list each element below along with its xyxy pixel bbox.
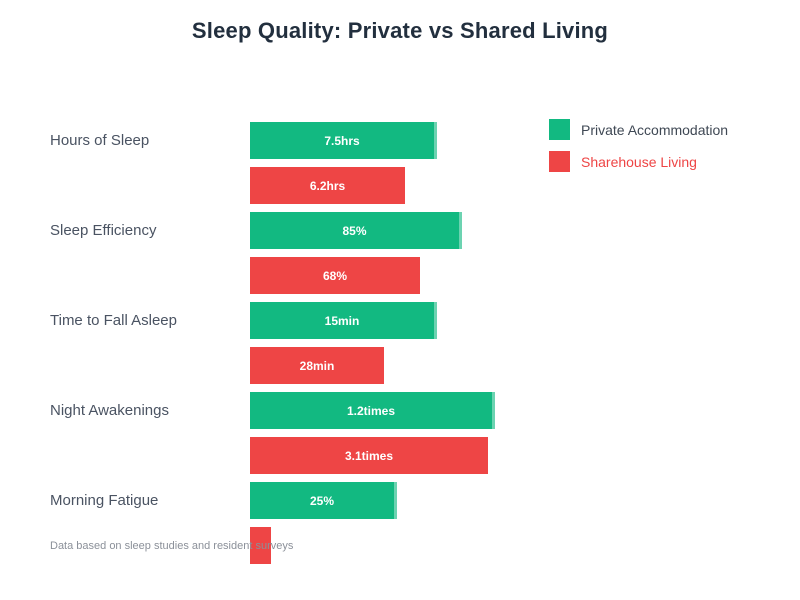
bar-value-label: 3.1times [344, 448, 394, 463]
footnote: Data based on sleep studies and resident… [50, 540, 294, 552]
bar-private-accommodation: 25% [250, 482, 397, 519]
legend-swatch-private-icon [549, 119, 570, 140]
legend-item-private-accommodation: Private Accommodation [549, 119, 728, 140]
category-label: Hours of Sleep [50, 132, 150, 149]
bar-sharehouse-living: 3.1times [250, 437, 488, 474]
bar-private-accommodation: 15min [250, 302, 437, 339]
bar-value-label: 1.2times [346, 403, 396, 418]
category-label: Sleep Efficiency [50, 222, 157, 239]
category-label: Night Awakenings [50, 402, 169, 419]
category-label: Morning Fatigue [50, 492, 159, 509]
category-label: Time to Fall Asleep [50, 312, 177, 329]
legend-label-private-accommodation: Private Accommodation [581, 121, 729, 138]
chart-title: Sleep Quality: Private vs Shared Living [191, 18, 609, 43]
bar-private-accommodation: 7.5hrs [250, 122, 437, 159]
legend-item-sharehouse-living: Sharehouse Living [549, 151, 728, 172]
bar-sharehouse-living: 28min [250, 347, 384, 384]
legend: Private Accommodation Sharehouse Living [549, 119, 728, 183]
bar-value-label: 68% [322, 268, 348, 283]
bar-value-label: 85% [342, 223, 367, 238]
bar-value-label: 6.2hrs [309, 178, 346, 193]
bar-sharehouse-living: 68% [250, 257, 420, 294]
bar-value-label: 7.5hrs [324, 133, 360, 148]
bar-value-label: 25% [309, 493, 335, 508]
bar-private-accommodation: 85% [250, 212, 462, 249]
bar-value-label: 15min [324, 313, 360, 328]
bar-sharehouse-living [250, 527, 271, 564]
legend-swatch-sharehouse-icon [549, 151, 570, 172]
bar-sharehouse-living: 6.2hrs [250, 167, 405, 204]
bar-value-label: 28min [299, 358, 335, 373]
bar-private-accommodation: 1.2times [250, 392, 495, 429]
legend-label-sharehouse-living: Sharehouse Living [581, 153, 697, 170]
